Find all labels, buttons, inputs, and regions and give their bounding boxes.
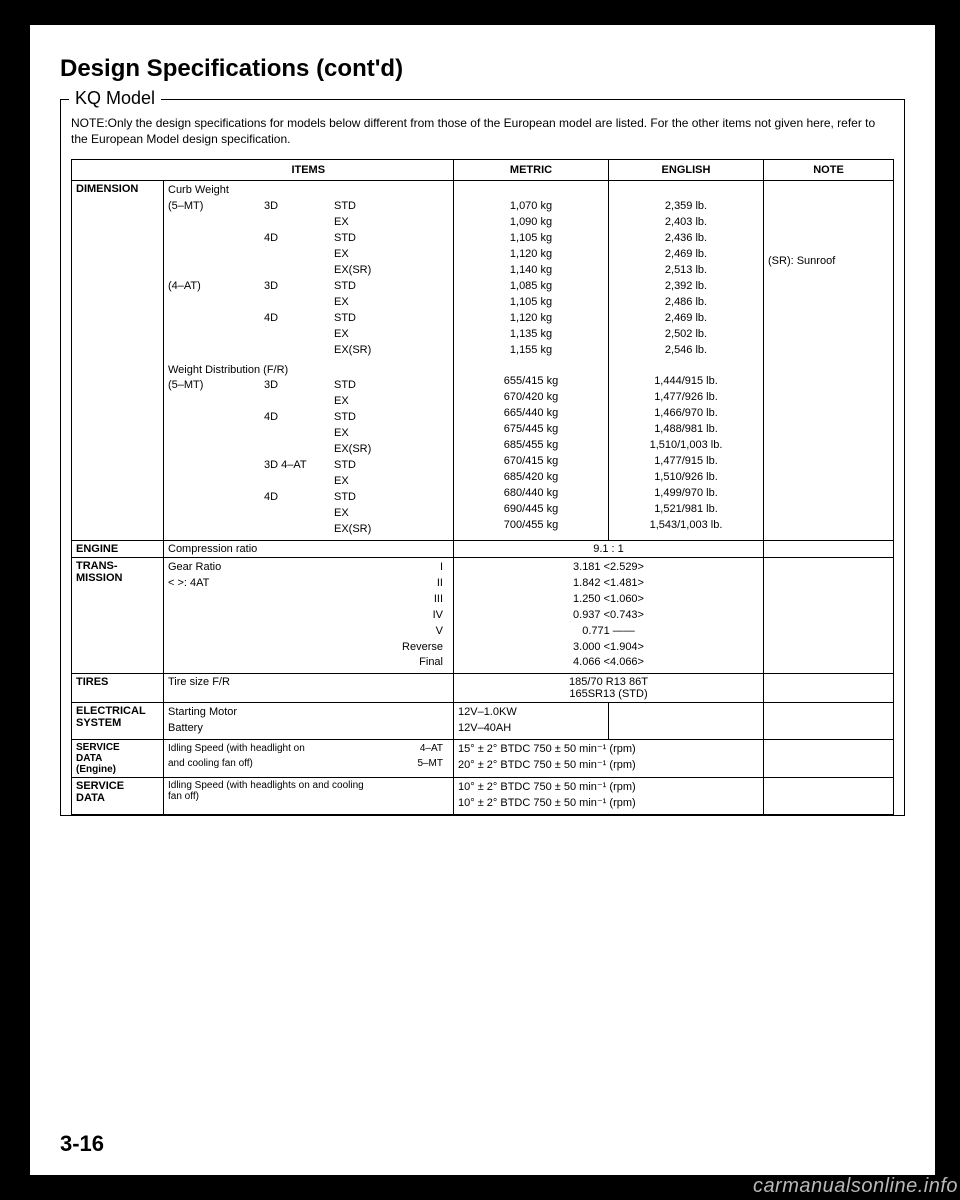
- spec-table: ITEMS METRIC ENGLISH NOTE DIMENSIONCurb …: [71, 159, 894, 815]
- model-label: KQ Model: [69, 88, 161, 109]
- page-title: Design Specifications (cont'd): [60, 55, 905, 83]
- note-text: NOTE:Only the design specifications for …: [71, 116, 894, 147]
- header-note: NOTE: [764, 160, 894, 181]
- watermark: carmanualsonline.info: [753, 1175, 958, 1198]
- header-row: ITEMS METRIC ENGLISH NOTE: [72, 160, 894, 181]
- header-metric: METRIC: [454, 160, 609, 181]
- page-number: 3-16: [60, 1131, 104, 1157]
- header-items: ITEMS: [164, 160, 454, 181]
- header-english: ENGLISH: [609, 160, 764, 181]
- model-box: KQ Model NOTE:Only the design specificat…: [60, 99, 905, 816]
- page: Design Specifications (cont'd) KQ Model …: [30, 25, 935, 1175]
